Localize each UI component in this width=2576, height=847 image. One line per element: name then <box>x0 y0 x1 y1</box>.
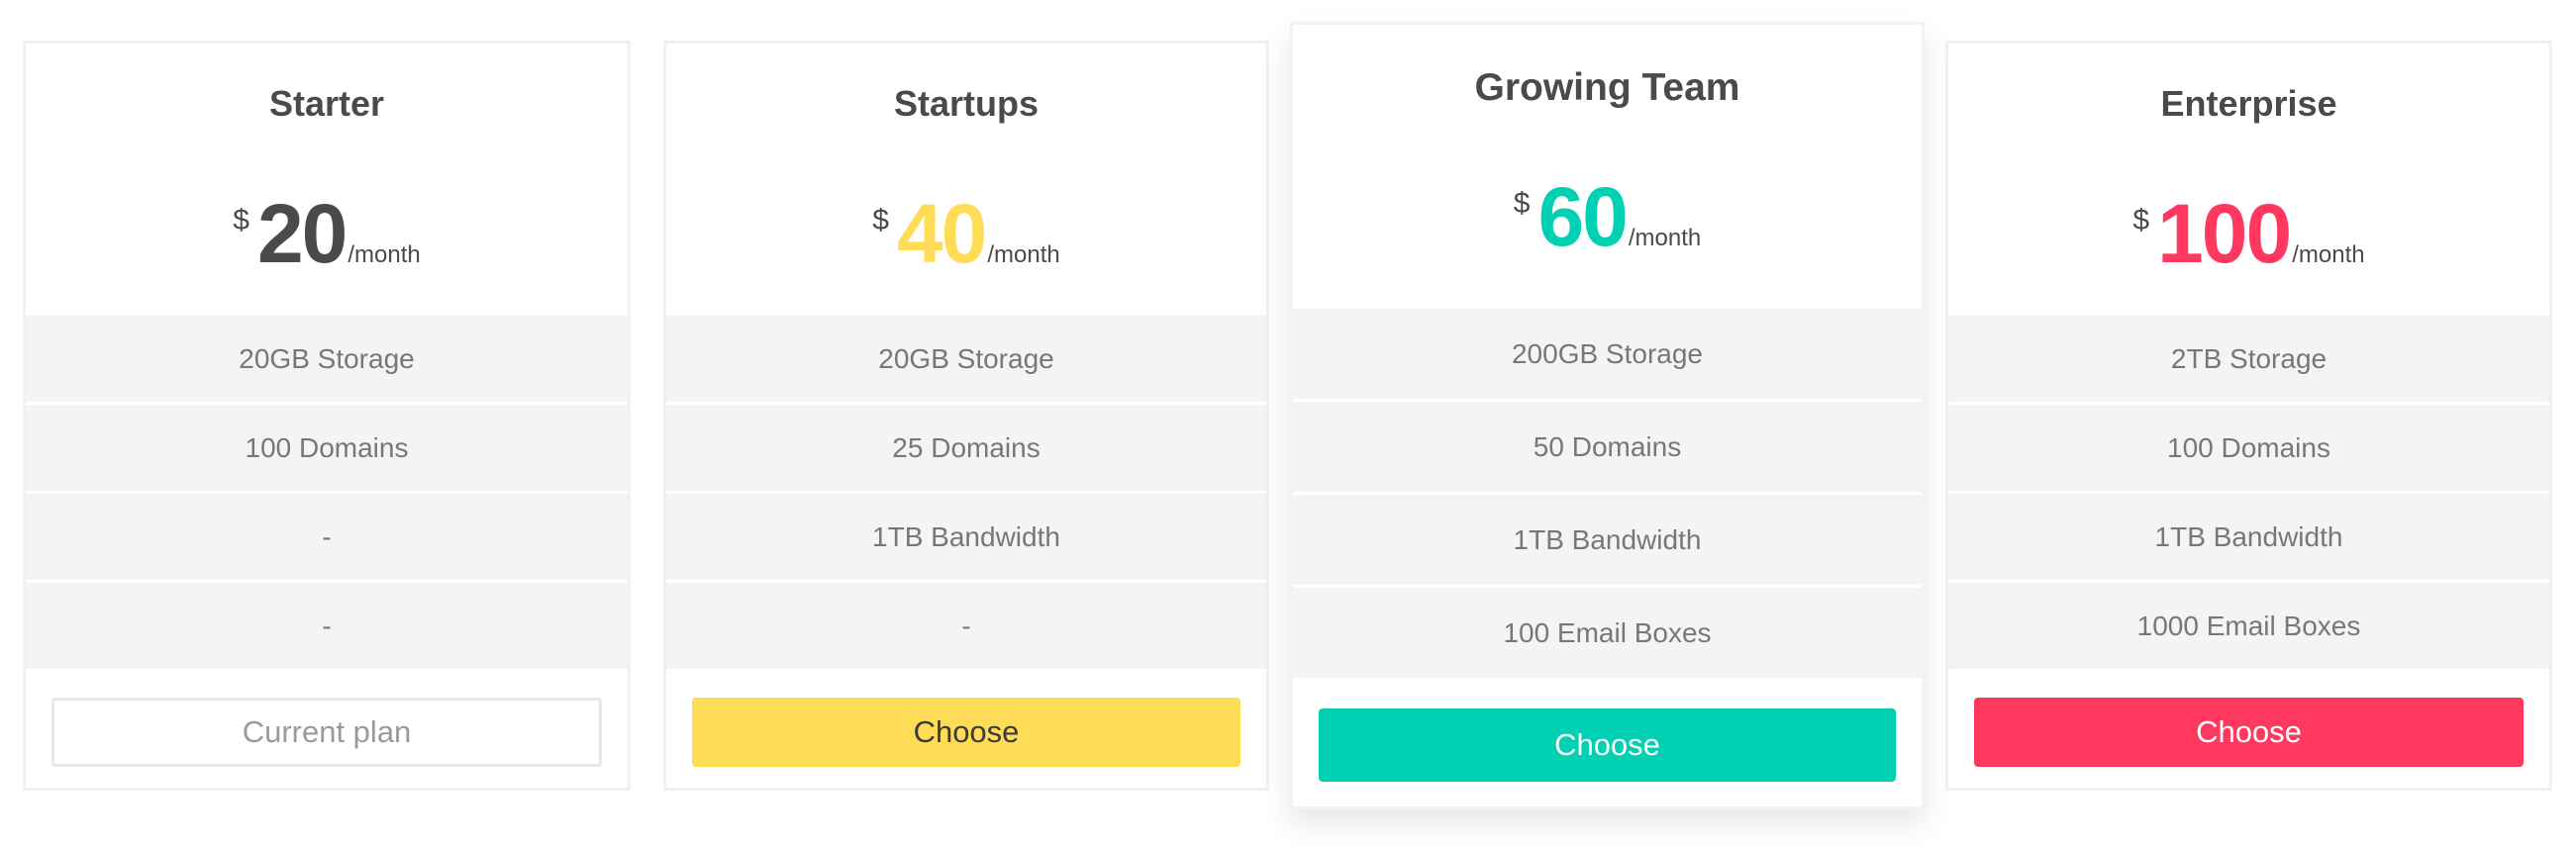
price-amount: 60 <box>1537 170 1628 263</box>
plan-card-startups: Startups $40/month 20GB Storage 25 Domai… <box>663 41 1269 791</box>
price-period: /month <box>987 241 1060 268</box>
feature-row: 20GB Storage <box>26 316 628 405</box>
plan-header: Growing Team $60/month <box>1293 25 1922 309</box>
feature-row: - <box>26 494 628 583</box>
feature-row: 1TB Bandwidth <box>1948 494 2549 583</box>
plan-header: Startups $40/month <box>666 44 1266 316</box>
price-amount: 100 <box>2157 187 2292 280</box>
feature-row: 50 Domains <box>1293 402 1922 495</box>
plan-header: Starter $20/month <box>26 44 628 316</box>
currency-symbol: $ <box>233 204 249 236</box>
plan-title: Startups <box>893 83 1040 124</box>
feature-row: 1TB Bandwidth <box>1293 495 1922 588</box>
price-amount: 40 <box>896 187 987 280</box>
plan-card-growing-team: Growing Team $60/month 200GB Storage 50 … <box>1290 22 1925 809</box>
plan-price: $20/month <box>26 192 628 275</box>
feature-row: - <box>26 583 628 672</box>
currency-symbol: $ <box>872 204 889 236</box>
price-period: /month <box>2292 241 2365 268</box>
feature-row: - <box>666 583 1266 672</box>
feature-row: 100 Email Boxes <box>1293 588 1922 681</box>
plan-title: Enterprise <box>2160 83 2337 124</box>
feature-row: 200GB Storage <box>1293 309 1922 402</box>
feature-row: 2TB Storage <box>1948 316 2549 405</box>
price-period: /month <box>1628 225 1702 251</box>
plan-price: $60/month <box>1293 175 1922 258</box>
plan-title: Starter <box>268 83 385 124</box>
choose-growing-team-button[interactable]: Choose <box>1319 708 1896 782</box>
feature-row: 100 Domains <box>26 405 628 494</box>
price-period: /month <box>347 241 421 268</box>
plan-price: $100/month <box>1948 192 2549 275</box>
current-plan-button[interactable]: Current plan <box>51 698 602 767</box>
plan-header: Enterprise $100/month <box>1948 44 2549 316</box>
choose-enterprise-button[interactable]: Choose <box>1974 698 2524 767</box>
plan-title: Growing Team <box>1474 66 1740 109</box>
currency-symbol: $ <box>1513 187 1531 220</box>
price-amount: 20 <box>256 187 347 280</box>
feature-row: 25 Domains <box>666 405 1266 494</box>
feature-row: 1000 Email Boxes <box>1948 583 2549 672</box>
plan-card-starter: Starter $20/month 20GB Storage 100 Domai… <box>23 41 631 791</box>
plan-price: $40/month <box>666 192 1266 275</box>
feature-row: 100 Domains <box>1948 405 2549 494</box>
choose-startups-button[interactable]: Choose <box>692 698 1240 767</box>
feature-row: 20GB Storage <box>666 316 1266 405</box>
currency-symbol: $ <box>2132 204 2150 236</box>
feature-row: 1TB Bandwidth <box>666 494 1266 583</box>
plan-card-enterprise: Enterprise $100/month 2TB Storage 100 Do… <box>1945 41 2552 791</box>
